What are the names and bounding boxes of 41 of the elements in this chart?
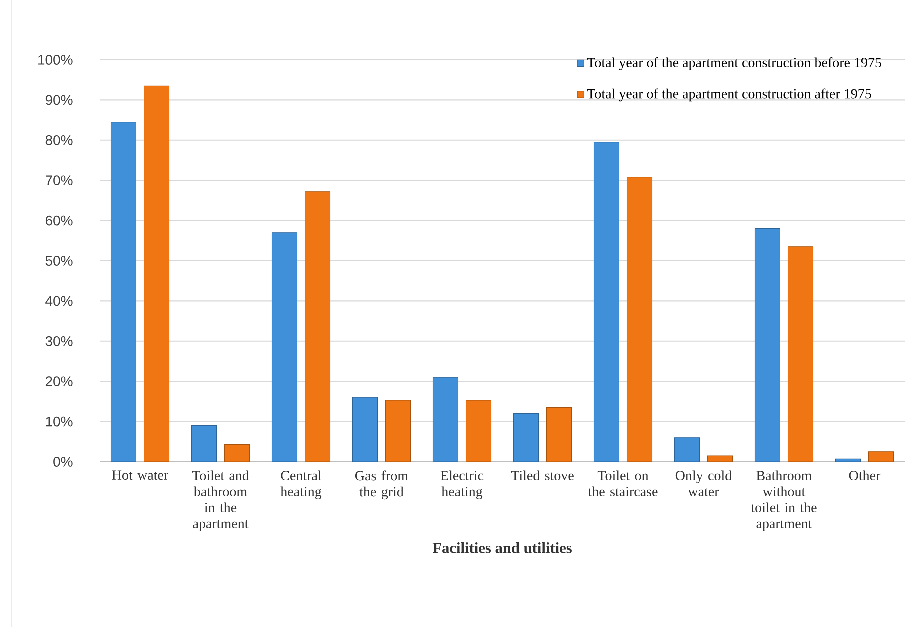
y-tick-label: 10% [46, 416, 73, 427]
bar [224, 444, 250, 462]
x-tick-label: Toilet on the staircase [588, 470, 658, 497]
y-tick-label: 0% [54, 457, 73, 467]
y-tick-label: 70% [46, 176, 73, 186]
x-tick-label: Central heating [280, 470, 322, 500]
bar [304, 192, 331, 462]
x-tick-label: Bathroom without toilet in the apartment [751, 470, 817, 532]
x-tick-label: Toilet and bathroom in the apartment [192, 470, 250, 532]
bar [788, 246, 814, 462]
x-tick-label: Tiled stove [511, 470, 574, 481]
bar [191, 426, 218, 462]
y-tick-label: 80% [46, 135, 73, 146]
legend-label: Total year of the apartment construction after 1975 [587, 88, 872, 102]
bar [674, 438, 700, 462]
legend-label: Total year of the apartment construction before 1975 [587, 58, 882, 70]
bar [626, 177, 653, 462]
bar [432, 377, 459, 462]
x-tick-label: Other [849, 470, 881, 481]
x-tick-label: Gas from the grid [355, 470, 408, 500]
bar [466, 400, 492, 462]
y-tick-label: 60% [46, 216, 73, 226]
bar [110, 122, 137, 462]
x-tick-label: Electric heating [440, 470, 484, 500]
y-tick-label: 20% [46, 376, 73, 387]
x-axis-title: Facilities and utilities [432, 542, 572, 554]
bar [352, 397, 378, 462]
y-tick-label: 30% [46, 336, 73, 346]
y-tick-label: 90% [46, 95, 73, 106]
bar [513, 413, 540, 462]
bar [144, 86, 170, 462]
y-tick-label: 100% [38, 55, 73, 65]
y-tick-label: 40% [46, 296, 73, 306]
x-tick-label: Hot water [112, 470, 169, 480]
y-tick-label: 50% [46, 256, 73, 266]
bar [272, 232, 298, 462]
x-tick-label: Only cold water [676, 470, 732, 497]
bar [546, 407, 572, 462]
bar [594, 142, 620, 462]
bar [385, 400, 412, 462]
bar [754, 228, 781, 462]
